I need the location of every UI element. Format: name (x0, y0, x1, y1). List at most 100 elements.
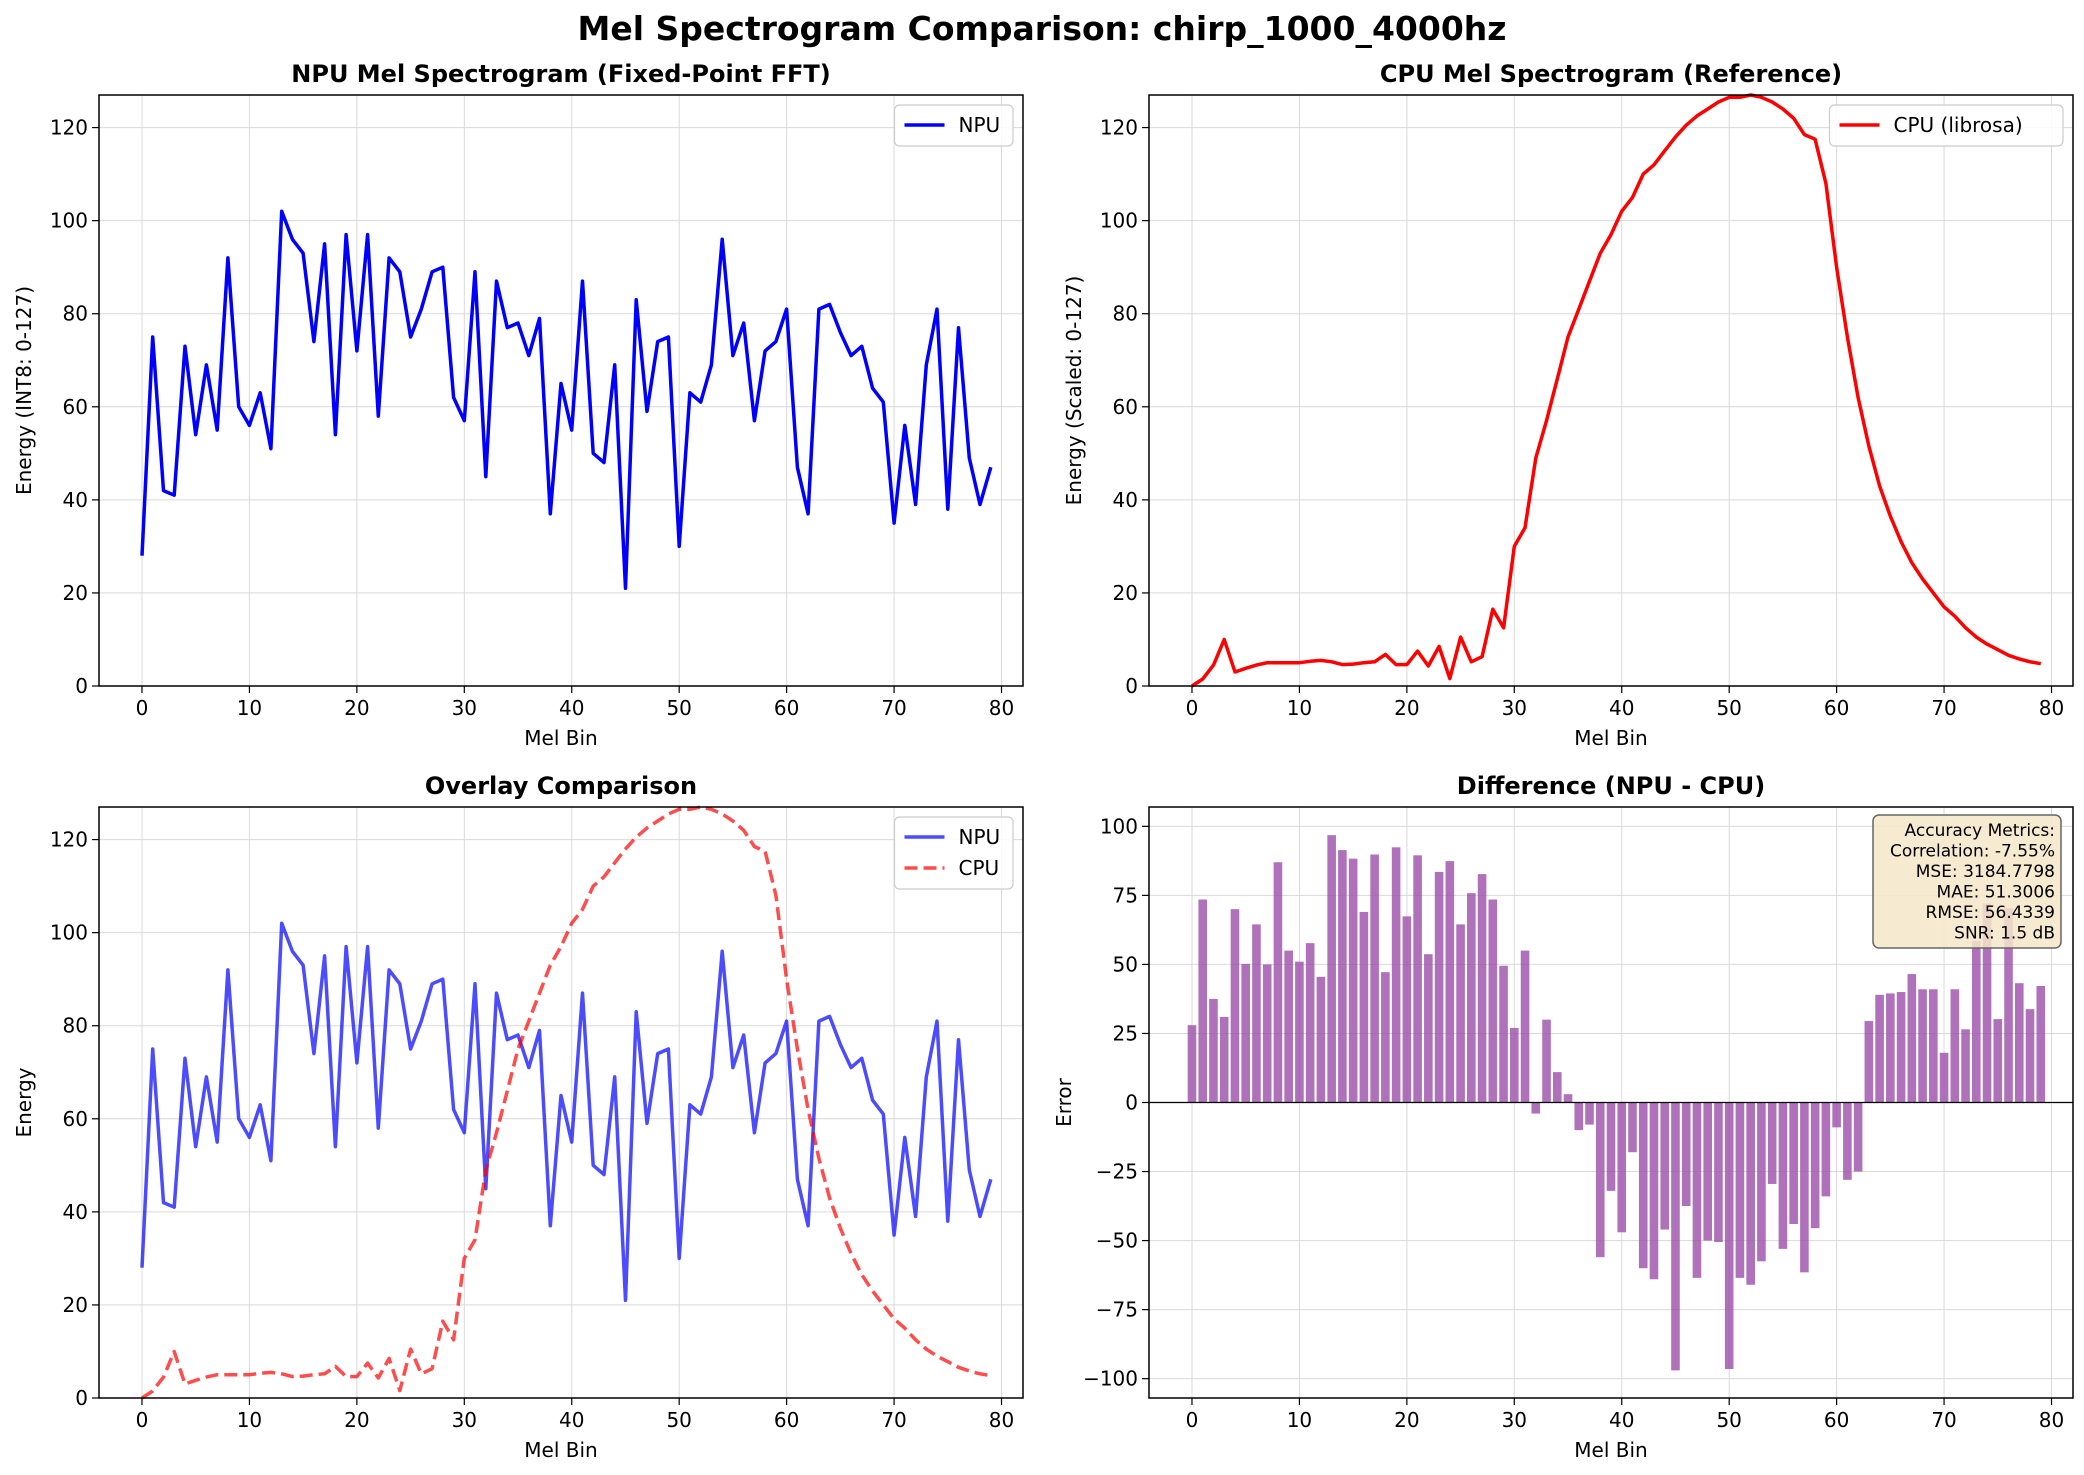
chart-panel-1: 0 10 20 30 40 50 60 70 80 0 20 40 60 80 100 120 NPU Mel … (12, 60, 1024, 750)
panel-title: NPU Mel Spectrogram (Fixed-Point FFT) (291, 60, 830, 88)
bar (1510, 1027, 1519, 1103)
x-tick-label: 40 (559, 696, 584, 720)
y-tick-label: 80 (1113, 302, 1138, 326)
x-tick-label: 50 (666, 1408, 691, 1432)
bar (1800, 1102, 1809, 1273)
axes-frame (98, 94, 1024, 687)
bar (1692, 1102, 1702, 1278)
bar (1832, 1102, 1841, 1128)
x-axis-label: Mel Bin (1574, 1438, 1647, 1462)
series-line-cpu (141, 805, 992, 1400)
x-tick-label: 70 (1931, 1408, 1956, 1432)
x-axis-label: Mel Bin (524, 726, 597, 750)
bar (1821, 1102, 1831, 1197)
bar (2036, 985, 2046, 1103)
bar (1767, 1102, 1777, 1184)
y-tick-label: 50 (1113, 952, 1138, 976)
bar (1552, 1072, 1562, 1103)
legend-label: CPU (librosa) (1894, 113, 2023, 137)
bar (1660, 1102, 1670, 1230)
panel-title: Difference (NPU - CPU) (1457, 772, 1765, 800)
x-tick-label: 10 (1287, 696, 1312, 720)
panel-title: CPU Mel Spectrogram (Reference) (1380, 60, 1842, 88)
legend: NPU (893, 104, 1014, 147)
bar (1273, 862, 1283, 1103)
bar (1381, 972, 1390, 1103)
bar (1499, 965, 1508, 1103)
bar (1488, 899, 1498, 1103)
x-tick-label: 60 (1824, 1408, 1849, 1432)
bar (1939, 1052, 1949, 1103)
bar (1316, 976, 1326, 1103)
bar (1338, 850, 1347, 1103)
x-axis-label: Mel Bin (524, 1438, 597, 1462)
x-tick-label: 80 (989, 696, 1014, 720)
series-line-cpu (1191, 93, 2042, 688)
bar (1434, 871, 1444, 1103)
metrics-box: Accuracy Metrics:Correlation: -7.55%MSE:… (1872, 814, 2062, 949)
bar (1391, 847, 1401, 1103)
x-tick-label: 50 (1716, 696, 1741, 720)
bar (1445, 861, 1455, 1103)
bar (1370, 854, 1379, 1103)
x-tick-label: 70 (881, 1408, 906, 1432)
bar (1262, 964, 1272, 1103)
x-tick-label: 20 (1394, 1408, 1419, 1432)
bar (1972, 940, 1981, 1103)
bar (1198, 899, 1208, 1103)
x-tick-label: 10 (237, 696, 262, 720)
bar (1875, 994, 1884, 1103)
bar (1735, 1102, 1745, 1278)
legend-label: NPU (959, 113, 1001, 137)
y-tick-label: 0 (75, 1386, 88, 1410)
metrics-line: Correlation: -7.55% (1890, 842, 2055, 862)
bar (1907, 974, 1917, 1103)
y-tick-label: 25 (1113, 1021, 1138, 1045)
bar (1305, 943, 1315, 1103)
bar (1348, 858, 1358, 1103)
y-tick-label: 120 (1100, 116, 1138, 140)
y-tick-label: 0 (75, 674, 88, 698)
x-tick-label: 60 (774, 696, 799, 720)
y-tick-label: −25 (1096, 1160, 1138, 1184)
x-tick-label: 50 (666, 696, 691, 720)
chart-panel-3: 0 10 20 30 40 50 60 70 80 0 20 40 60 80 100 120 Overlay … (12, 772, 1024, 1462)
x-tick-label: 20 (344, 696, 369, 720)
x-tick-label: 0 (1186, 696, 1199, 720)
metrics-line: Accuracy Metrics: (1905, 821, 2055, 841)
y-tick-label: 75 (1113, 883, 1138, 907)
bar (1219, 1016, 1229, 1103)
x-tick-label: 0 (136, 1408, 149, 1432)
x-tick-label: 60 (774, 1408, 799, 1432)
bar (1617, 1102, 1627, 1233)
y-tick-label: 20 (63, 1293, 88, 1317)
bar (1295, 961, 1304, 1103)
metrics-line: MAE: 51.3006 (1937, 883, 2055, 903)
metrics-line: SNR: 1.5 dB (1954, 924, 2055, 944)
bar (1638, 1102, 1648, 1269)
y-tick-label: 60 (63, 1107, 88, 1131)
x-tick-label: 40 (1609, 1408, 1634, 1432)
panel-title: Overlay Comparison (425, 772, 697, 800)
bar (1241, 963, 1250, 1103)
bar (1628, 1102, 1637, 1153)
figure-title: Mel Spectrogram Comparison: chirp_1000_4… (577, 9, 1506, 48)
bar (1542, 1019, 1551, 1103)
x-tick-label: 60 (1824, 696, 1849, 720)
legend: NPU CPU (893, 816, 1014, 890)
bar (1886, 993, 1895, 1103)
y-tick-label: −100 (1083, 1367, 1138, 1391)
y-tick-label: 0 (1125, 674, 1138, 698)
legend-box (893, 104, 1014, 147)
y-tick-label: 60 (63, 395, 88, 419)
bar (1950, 989, 1960, 1103)
bar (1230, 909, 1240, 1103)
bar (1585, 1102, 1594, 1125)
x-tick-label: 10 (237, 1408, 262, 1432)
y-tick-label: 100 (1100, 209, 1138, 233)
y-axis-label: Error (1052, 1077, 1076, 1127)
x-axis-label: Mel Bin (1574, 726, 1647, 750)
metrics-line: RMSE: 56.4339 (1926, 903, 2055, 923)
metrics-panel (1872, 814, 2062, 949)
